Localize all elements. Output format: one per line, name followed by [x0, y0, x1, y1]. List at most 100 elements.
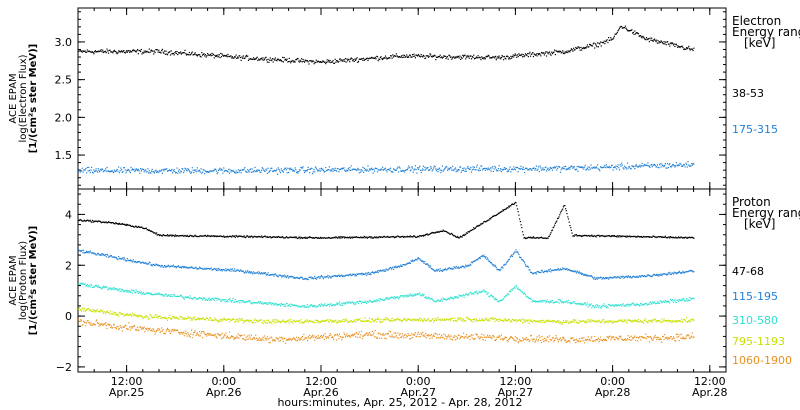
- data-point: [680, 272, 683, 274]
- data-point: [484, 256, 486, 258]
- data-point: [266, 236, 268, 238]
- data-point: [199, 318, 201, 321]
- data-point: [269, 302, 271, 304]
- data-point: [444, 230, 446, 232]
- data-point: [473, 166, 475, 168]
- data-point: [586, 235, 588, 237]
- data-point: [449, 55, 451, 57]
- data-point: [622, 303, 624, 305]
- data-point: [97, 252, 99, 254]
- data-point: [314, 275, 316, 277]
- data-point: [83, 169, 85, 171]
- data-point: [494, 264, 496, 266]
- data-point: [293, 277, 295, 279]
- data-point: [674, 272, 676, 274]
- data-point: [661, 163, 663, 165]
- data-point: [382, 57, 384, 60]
- data-point: [278, 236, 280, 238]
- data-point: [392, 296, 394, 298]
- data-point: [370, 237, 372, 239]
- data-point: [150, 172, 152, 174]
- data-point: [531, 301, 533, 303]
- data-point: [236, 318, 239, 320]
- data-point: [521, 167, 523, 170]
- data-point: [661, 274, 663, 277]
- data-point: [544, 299, 546, 302]
- data-point: [690, 165, 692, 167]
- data-point: [425, 55, 427, 57]
- data-point: [198, 268, 200, 270]
- data-point: [168, 316, 170, 318]
- data-point: [447, 58, 449, 60]
- data-point: [215, 54, 217, 57]
- data-point: [81, 249, 83, 252]
- data-point: [315, 319, 317, 321]
- data-point: [102, 285, 104, 287]
- data-point: [675, 162, 677, 164]
- data-point: [79, 171, 81, 173]
- data-point: [161, 294, 163, 296]
- data-point: [571, 165, 573, 168]
- data-point: [204, 297, 206, 299]
- data-point: [412, 260, 414, 262]
- data-point: [606, 166, 608, 168]
- data-point: [603, 235, 605, 238]
- data-point: [398, 297, 400, 299]
- data-point: [269, 322, 271, 324]
- data-point: [624, 236, 626, 238]
- data-point: [129, 224, 131, 226]
- data-point: [223, 55, 225, 57]
- data-point: [548, 270, 551, 272]
- data-point: [470, 55, 472, 57]
- data-point: [269, 169, 271, 171]
- data-point: [421, 261, 423, 263]
- data-point: [654, 236, 656, 238]
- data-point: [158, 234, 160, 236]
- data-point: [353, 236, 355, 238]
- data-point: [188, 266, 190, 269]
- data-point: [176, 295, 178, 298]
- data-point: [401, 236, 403, 238]
- data-point: [326, 276, 328, 278]
- data-point: [470, 229, 473, 232]
- data-point: [411, 294, 413, 296]
- data-point: [183, 265, 185, 268]
- data-point: [358, 300, 360, 302]
- data-point: [152, 231, 154, 233]
- data-point: [570, 227, 572, 229]
- data-point: [86, 172, 88, 174]
- data-point: [463, 234, 465, 237]
- data-point: [506, 55, 508, 57]
- data-point: [157, 317, 159, 319]
- data-point: [416, 172, 418, 174]
- data-point: [675, 272, 677, 274]
- data-point: [344, 303, 346, 305]
- data-point: [163, 170, 165, 172]
- data-point: [565, 301, 567, 303]
- data-point: [559, 268, 562, 270]
- data-point: [101, 309, 103, 311]
- data-point: [287, 305, 289, 307]
- data-point: [149, 292, 151, 294]
- data-point: [281, 236, 283, 238]
- data-point: [86, 51, 88, 53]
- data-point: [467, 165, 469, 168]
- data-point: [372, 300, 374, 302]
- data-point: [613, 235, 615, 237]
- data-point: [315, 59, 317, 61]
- data-point: [286, 172, 288, 174]
- data-point: [352, 168, 354, 170]
- data-point: [171, 53, 173, 55]
- data-point: [137, 225, 139, 228]
- data-point: [396, 297, 398, 299]
- data-point: [146, 50, 148, 52]
- data-point: [672, 42, 674, 45]
- data-point: [469, 263, 471, 265]
- data-point: [554, 167, 556, 169]
- data-point: [566, 168, 568, 170]
- data-point: [684, 271, 686, 273]
- data-point: [88, 252, 90, 254]
- data-point: [687, 236, 689, 239]
- data-point: [355, 59, 357, 61]
- data-point: [600, 45, 602, 47]
